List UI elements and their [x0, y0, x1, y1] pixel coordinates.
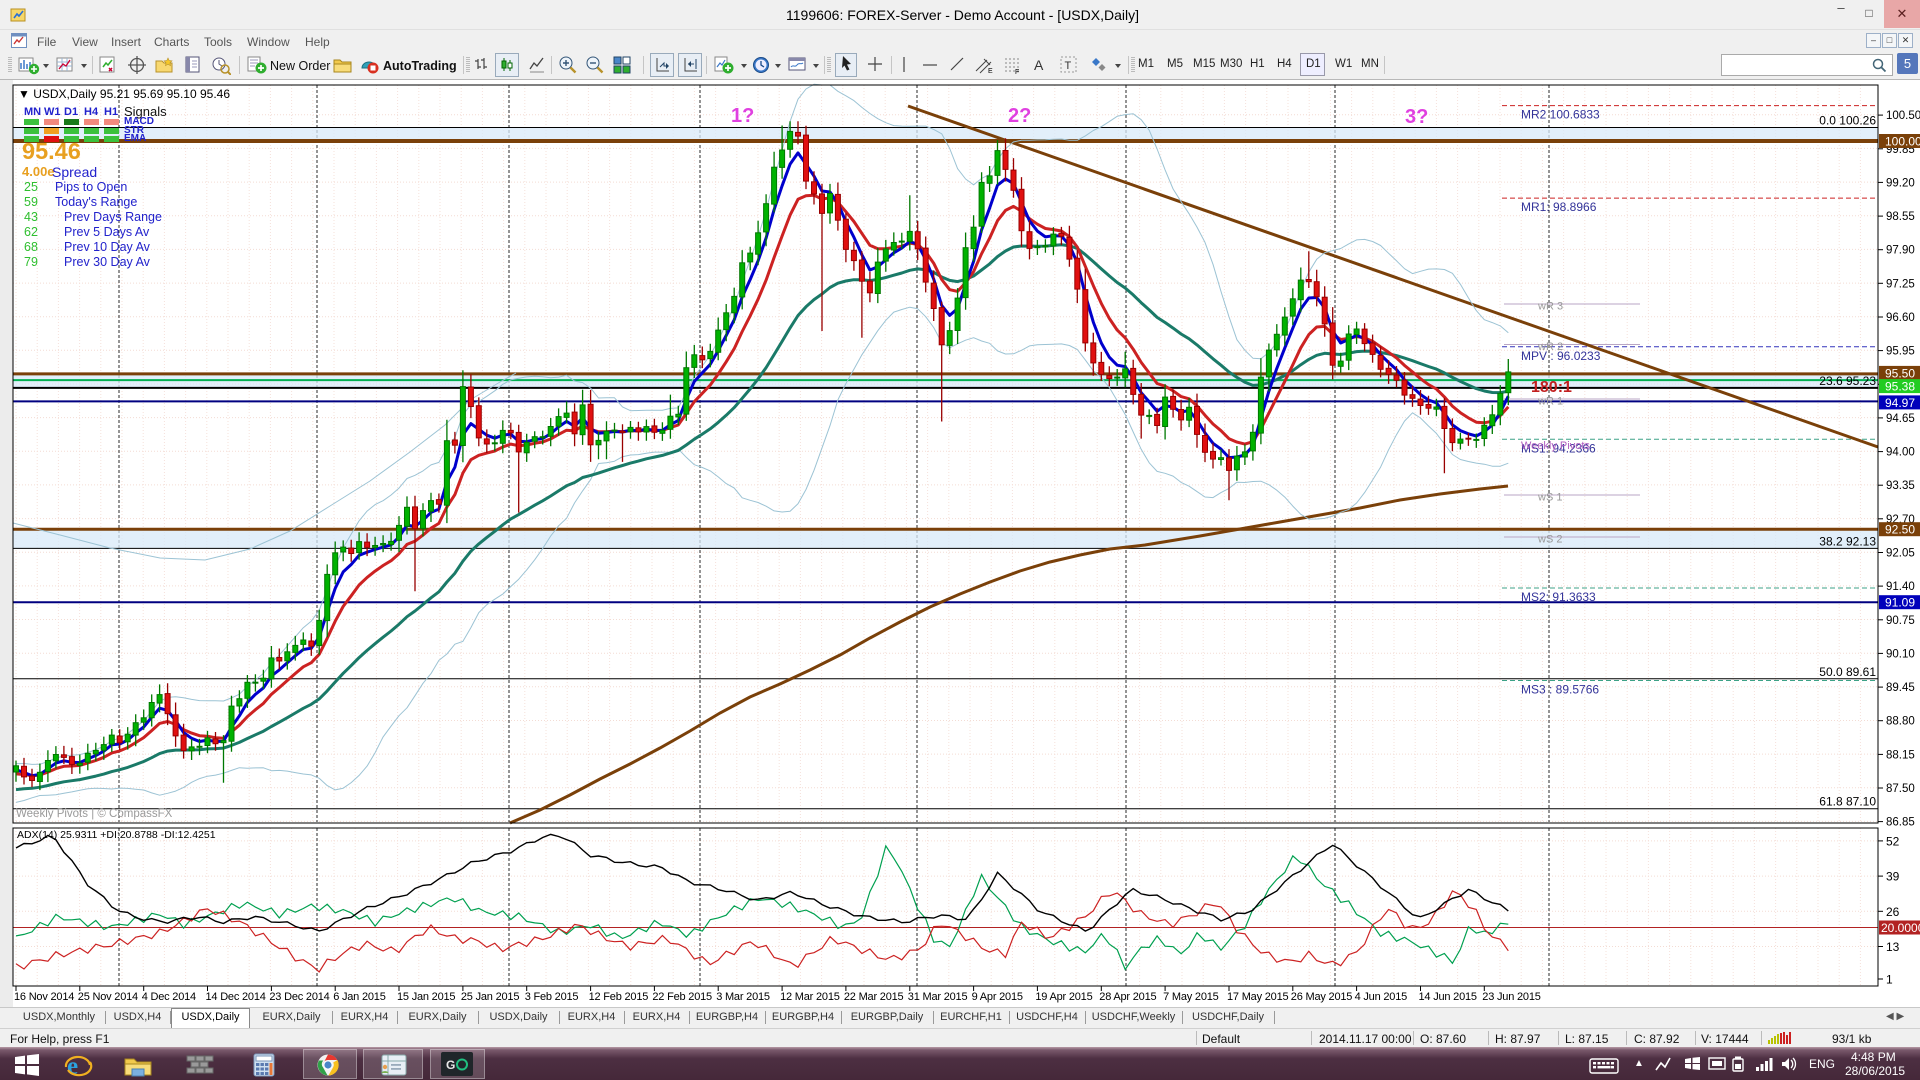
svg-text:92.05: 92.05 [1886, 548, 1915, 560]
svg-text:9 Apr 2015: 9 Apr 2015 [972, 991, 1023, 1003]
svg-text:4 Dec 2014: 4 Dec 2014 [142, 991, 196, 1003]
svg-text:7 May 2015: 7 May 2015 [1163, 991, 1219, 1003]
svg-text:26 May 2015: 26 May 2015 [1291, 991, 1352, 1003]
svg-text:88.80: 88.80 [1886, 716, 1915, 728]
svg-text:F: F [1015, 69, 1019, 75]
svg-text:61.8 87.10: 61.8 87.10 [1819, 795, 1876, 809]
svg-text:2?: 2? [1008, 105, 1031, 127]
svg-text:91.40: 91.40 [1886, 581, 1915, 593]
svg-text:4 Jun 2015: 4 Jun 2015 [1355, 991, 1408, 1003]
svg-text:86.85: 86.85 [1886, 817, 1915, 829]
svg-text:28 Apr 2015: 28 Apr 2015 [1099, 991, 1156, 1003]
svg-text:23 Dec 2014: 23 Dec 2014 [269, 991, 329, 1003]
svg-text:95.95: 95.95 [1886, 346, 1915, 358]
svg-text:MR2 100.6833: MR2 100.6833 [1521, 108, 1600, 122]
svg-text:95.50: 95.50 [1885, 366, 1915, 380]
svg-text:23 Jun 2015: 23 Jun 2015 [1482, 991, 1540, 1003]
svg-text:wR 1: wR 1 [1537, 396, 1563, 408]
svg-text:22 Feb 2015: 22 Feb 2015 [652, 991, 712, 1003]
svg-text:22 Mar 2015: 22 Mar 2015 [844, 991, 904, 1003]
svg-text:ADX(14) 25.9311 +DI:20.8788 -D: ADX(14) 25.9311 +DI:20.8788 -DI:12.4251 [17, 829, 216, 841]
svg-text:3?: 3? [1405, 106, 1428, 128]
svg-text:e: e [67, 1053, 78, 1077]
svg-text:wR 2: wR 2 [1537, 341, 1563, 353]
svg-text:100.00: 100.00 [1885, 135, 1920, 149]
svg-text:88.15: 88.15 [1886, 749, 1915, 761]
svg-text:MS3 : 89.5766: MS3 : 89.5766 [1521, 683, 1599, 697]
svg-text:23.6 95.23: 23.6 95.23 [1819, 374, 1876, 388]
svg-text:25 Nov 2014: 25 Nov 2014 [78, 991, 138, 1003]
svg-text:E: E [988, 68, 993, 75]
svg-text:19 Apr 2015: 19 Apr 2015 [1035, 991, 1092, 1003]
svg-text:91.09: 91.09 [1885, 596, 1915, 610]
svg-text:90.10: 90.10 [1886, 648, 1915, 660]
svg-text:94.97: 94.97 [1885, 396, 1915, 410]
svg-text:1?: 1? [731, 105, 754, 127]
svg-text:31 Mar 2015: 31 Mar 2015 [908, 991, 968, 1003]
svg-text:12 Feb 2015: 12 Feb 2015 [589, 991, 649, 1003]
svg-text:wS 2: wS 2 [1537, 534, 1562, 546]
svg-text:89.45: 89.45 [1886, 682, 1915, 694]
svg-text:15 Jan 2015: 15 Jan 2015 [397, 991, 455, 1003]
svg-text:52: 52 [1886, 834, 1900, 848]
svg-text:97.25: 97.25 [1886, 278, 1915, 290]
svg-text:T: T [1065, 60, 1072, 72]
svg-text:99.20: 99.20 [1886, 177, 1915, 189]
svg-text:180:1: 180:1 [1531, 379, 1572, 396]
svg-text:1: 1 [1886, 973, 1893, 987]
svg-text:26: 26 [1886, 905, 1900, 919]
svg-text:MPV : 96.0233: MPV : 96.0233 [1521, 349, 1601, 363]
svg-text:93.35: 93.35 [1886, 480, 1915, 492]
svg-text:90.75: 90.75 [1886, 615, 1915, 627]
svg-text:3 Feb 2015: 3 Feb 2015 [525, 991, 579, 1003]
svg-text:96.60: 96.60 [1886, 312, 1915, 324]
svg-text:wS 1: wS 1 [1537, 492, 1562, 504]
svg-text:13: 13 [1886, 940, 1900, 954]
svg-text:MS2: 91.3633: MS2: 91.3633 [1521, 590, 1596, 604]
svg-text:MR1: 98.8966: MR1: 98.8966 [1521, 200, 1597, 214]
svg-text:95.38: 95.38 [1885, 380, 1915, 394]
svg-text:25 Jan 2015: 25 Jan 2015 [461, 991, 519, 1003]
svg-text:Weekly Pivots | © CompassFX: Weekly Pivots | © CompassFX [16, 808, 173, 820]
svg-text:wR 3: wR 3 [1537, 301, 1563, 313]
svg-text:20.0000: 20.0000 [1881, 921, 1920, 935]
svg-text:G: G [446, 1058, 455, 1072]
svg-text:12 Mar 2015: 12 Mar 2015 [780, 991, 840, 1003]
svg-text:39: 39 [1886, 870, 1900, 884]
svg-text:6 Jan 2015: 6 Jan 2015 [333, 991, 386, 1003]
svg-text:100.50: 100.50 [1886, 110, 1920, 122]
svg-text:98.55: 98.55 [1886, 211, 1915, 223]
svg-text:97.90: 97.90 [1886, 245, 1915, 257]
svg-text:16 Nov 2014: 16 Nov 2014 [14, 991, 74, 1003]
svg-text:38.2 92.13: 38.2 92.13 [1819, 534, 1876, 548]
svg-text:MS1: 94.2366: MS1: 94.2366 [1521, 441, 1596, 455]
svg-text:94.00: 94.00 [1886, 447, 1915, 459]
svg-text:Weekly Pivots: Weekly Pivots [1521, 440, 1590, 452]
svg-text:94.65: 94.65 [1886, 413, 1915, 425]
svg-text:87.50: 87.50 [1886, 783, 1915, 795]
svg-text:0.0 100.26: 0.0 100.26 [1819, 114, 1876, 128]
svg-text:50.0 89.61: 50.0 89.61 [1819, 665, 1876, 679]
svg-text:14 Jun 2015: 14 Jun 2015 [1419, 991, 1477, 1003]
svg-text:17 May 2015: 17 May 2015 [1227, 991, 1288, 1003]
svg-text:14 Dec 2014: 14 Dec 2014 [206, 991, 266, 1003]
svg-text:3 Mar 2015: 3 Mar 2015 [716, 991, 770, 1003]
svg-text:92.50: 92.50 [1885, 523, 1915, 537]
